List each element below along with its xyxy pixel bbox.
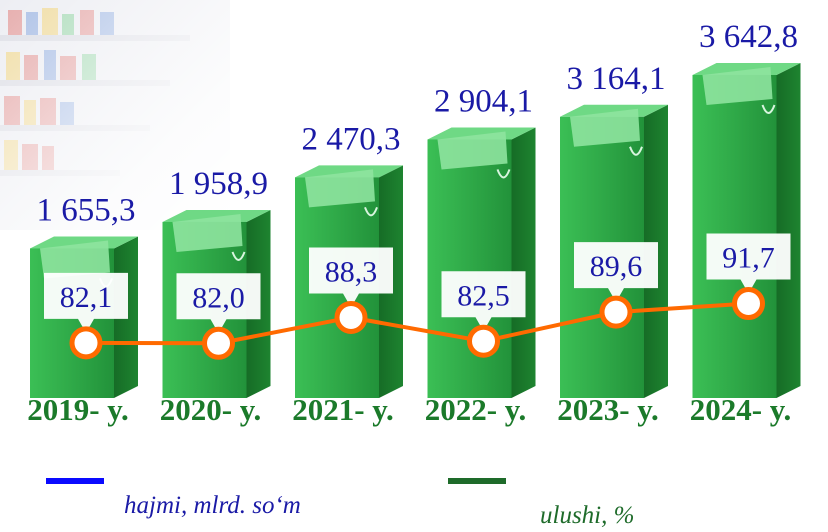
share-point — [732, 287, 765, 321]
x-tick-label: 2023- y. — [557, 392, 659, 427]
bag-handle-icon — [364, 206, 378, 217]
percent-callout — [44, 272, 128, 333]
bar-top — [692, 62, 801, 75]
percent-callout — [706, 233, 791, 294]
bag-handle-icon — [496, 169, 511, 179]
legend-swatch-share — [448, 478, 506, 484]
x-tick-label: 2020- y. — [160, 392, 262, 427]
bar-side — [776, 62, 801, 398]
volume-data-label: 3 164,1 — [567, 61, 666, 97]
bar-side — [511, 127, 536, 399]
share-point — [467, 324, 500, 358]
percent-data-label: 88,3 — [325, 255, 378, 288]
volume-data-label: 2 904,1 — [434, 83, 533, 119]
percent-callout — [574, 242, 658, 303]
bar-top — [560, 104, 668, 117]
share-point — [334, 300, 368, 334]
legend-label-share: ulushi, % — [540, 502, 635, 529]
store-shelves-background — [0, 0, 230, 230]
percent-data-label: 82,1 — [60, 281, 113, 314]
x-tick-label: 2019- y. — [27, 392, 129, 427]
volume-data-label: 1 958,9 — [169, 166, 268, 202]
bag-flap — [40, 240, 110, 279]
x-tick-label: 2022- y. — [425, 392, 527, 427]
percent-callout — [441, 271, 526, 332]
bag-handle-icon — [761, 104, 776, 114]
share-point — [69, 326, 103, 360]
volume-data-label: 2 470,3 — [302, 121, 401, 157]
volume-data-label: 3 642,8 — [699, 19, 798, 55]
x-tick-label: 2024- y. — [690, 392, 792, 427]
bar-top — [30, 236, 138, 249]
bag-flap — [570, 108, 640, 147]
percent-data-label: 89,6 — [590, 250, 643, 283]
bar-top — [295, 165, 403, 178]
legend-label-volume: hajmi, mlrd. so‘m — [124, 492, 301, 519]
x-tick-label: 2021- y. — [292, 392, 394, 427]
volume-data-label: 1 655,3 — [37, 192, 136, 228]
percent-data-label: 82,5 — [457, 279, 510, 312]
legend-swatch-volume — [46, 478, 104, 484]
percent-data-label: 91,7 — [722, 242, 775, 275]
share-line — [85, 301, 749, 346]
bag-flap — [702, 66, 773, 105]
bag-flap — [172, 213, 243, 252]
bag-flap — [305, 169, 375, 208]
share-point — [202, 326, 235, 360]
share-point — [599, 295, 633, 329]
bar — [427, 139, 512, 398]
percent-data-label: 82,0 — [192, 281, 245, 314]
bag-handle-icon — [629, 146, 643, 156]
percent-callout — [309, 247, 393, 308]
bar-top — [427, 127, 536, 140]
bag-handle-icon — [231, 251, 246, 261]
bag-flap — [437, 131, 508, 170]
percent-callout — [176, 273, 261, 334]
bar-top — [162, 209, 271, 222]
